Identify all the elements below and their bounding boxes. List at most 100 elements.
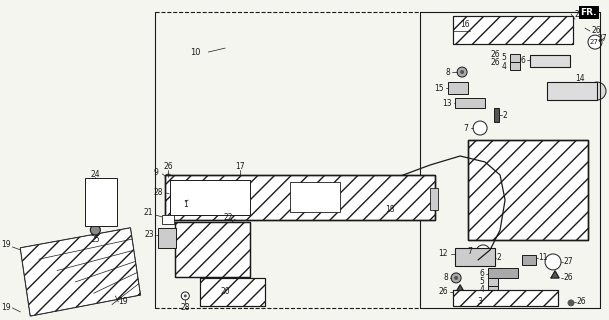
Text: 26: 26 [163, 163, 173, 172]
Bar [547, 82, 597, 100]
Text: 2: 2 [496, 253, 501, 262]
Circle shape [186, 194, 194, 202]
Bar [200, 278, 266, 306]
Bar [162, 215, 174, 224]
Bar [488, 286, 498, 294]
Bar [175, 222, 250, 277]
Bar [165, 175, 435, 220]
Bar [494, 108, 499, 122]
Bar [530, 55, 570, 67]
Text: 27: 27 [590, 39, 599, 45]
Circle shape [473, 121, 487, 135]
Text: 26: 26 [490, 50, 500, 59]
Circle shape [181, 292, 189, 300]
Text: 26: 26 [438, 287, 448, 296]
Text: 6: 6 [479, 269, 484, 278]
Text: 11: 11 [538, 253, 547, 262]
Bar [200, 278, 266, 306]
Text: 4: 4 [501, 61, 506, 71]
Bar [158, 228, 176, 248]
Text: 19: 19 [1, 303, 10, 312]
Polygon shape [20, 228, 140, 316]
Bar [522, 255, 536, 265]
Polygon shape [456, 285, 464, 292]
Text: 20: 20 [220, 287, 230, 296]
Bar [453, 16, 573, 44]
Text: 13: 13 [443, 99, 452, 108]
Text: 21: 21 [144, 208, 153, 218]
Circle shape [184, 294, 187, 297]
Text: 1: 1 [183, 200, 188, 210]
Text: 15: 15 [434, 84, 444, 92]
Text: 22: 22 [224, 213, 233, 222]
Circle shape [454, 276, 458, 280]
Text: 8: 8 [445, 68, 450, 76]
Bar [448, 82, 468, 94]
Text: 26: 26 [591, 26, 600, 35]
Circle shape [189, 196, 192, 199]
Text: 18: 18 [385, 205, 395, 214]
Text: 27: 27 [563, 257, 572, 267]
Bar [510, 62, 520, 70]
Text: 17: 17 [236, 163, 245, 172]
Bar [455, 98, 485, 108]
Polygon shape [20, 228, 140, 316]
Text: 3: 3 [477, 297, 482, 307]
Circle shape [568, 300, 574, 306]
Bar [171, 180, 250, 215]
Text: 27: 27 [597, 34, 607, 43]
Circle shape [90, 225, 100, 235]
Text: FR.: FR. [580, 8, 597, 17]
Bar [290, 182, 340, 212]
Text: 28: 28 [180, 303, 190, 312]
Bar [488, 268, 518, 278]
Text: 5: 5 [479, 277, 484, 286]
Circle shape [316, 211, 324, 219]
Text: 5: 5 [501, 52, 506, 61]
Text: 25: 25 [91, 236, 100, 244]
Bar [175, 222, 250, 277]
Text: 7: 7 [463, 124, 468, 132]
Text: 23: 23 [145, 230, 154, 239]
Bar [488, 278, 498, 286]
Text: 4: 4 [479, 285, 484, 294]
Text: 6: 6 [520, 56, 525, 65]
Circle shape [457, 67, 467, 77]
Circle shape [588, 35, 602, 49]
Text: 24: 24 [91, 171, 100, 180]
Text: 14: 14 [576, 74, 585, 83]
Bar [453, 290, 558, 306]
Bar [468, 140, 588, 240]
Text: 16: 16 [460, 20, 470, 28]
Text: 9: 9 [153, 169, 158, 178]
Circle shape [165, 174, 171, 180]
Bar [455, 248, 495, 266]
Text: 2: 2 [502, 110, 507, 120]
Bar [85, 178, 118, 226]
Circle shape [451, 273, 461, 283]
Bar [488, 252, 493, 266]
Bar [171, 180, 250, 215]
Bar [468, 140, 588, 240]
Bar [165, 175, 435, 220]
Text: 26: 26 [563, 273, 572, 283]
Text: 19: 19 [1, 240, 10, 250]
Text: 26: 26 [574, 10, 583, 19]
Text: 19: 19 [118, 297, 128, 307]
Bar [430, 188, 438, 210]
Bar [453, 16, 573, 44]
Text: 26: 26 [576, 297, 586, 307]
Circle shape [169, 192, 175, 198]
Text: 8: 8 [443, 273, 448, 283]
Circle shape [476, 245, 490, 259]
Circle shape [588, 82, 606, 100]
Text: 7: 7 [467, 247, 472, 256]
Circle shape [460, 70, 464, 74]
Text: 26: 26 [490, 58, 500, 67]
Bar [453, 290, 558, 306]
Text: 10: 10 [190, 48, 200, 57]
Text: 28: 28 [154, 188, 163, 197]
Text: 12: 12 [438, 249, 448, 259]
Circle shape [545, 254, 561, 270]
Bar [510, 54, 520, 62]
